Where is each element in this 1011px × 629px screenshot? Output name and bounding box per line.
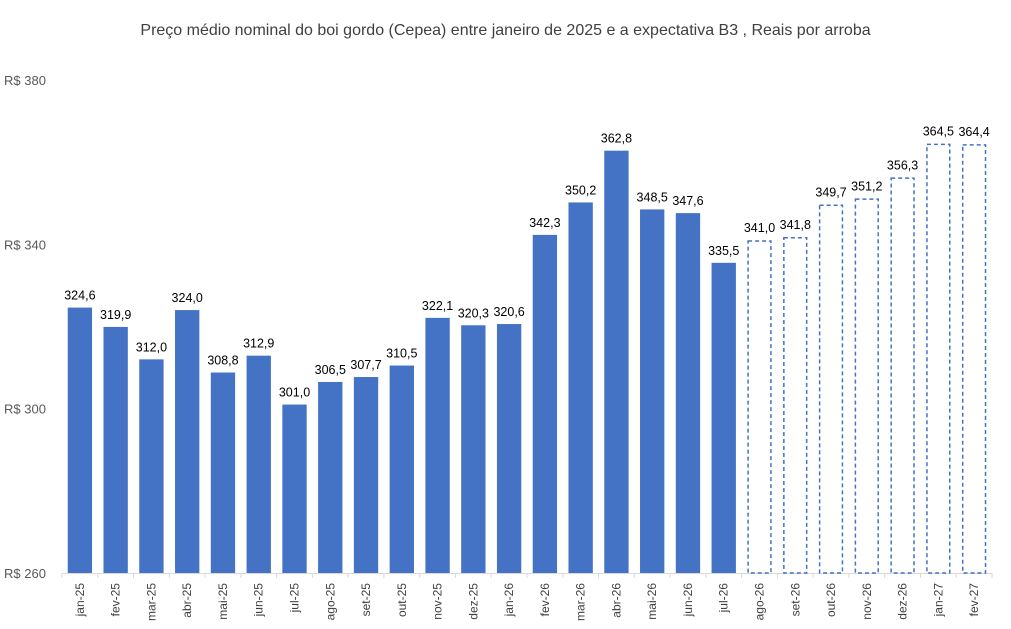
- x-tick-label: mai-26: [645, 583, 659, 620]
- x-tick-label: jul-25: [288, 583, 302, 614]
- data-label: 312,9: [243, 337, 274, 351]
- x-tick-label: ago-25: [323, 583, 337, 621]
- data-label: 341,0: [744, 221, 775, 235]
- data-label: 320,3: [458, 306, 489, 320]
- bar: [318, 381, 343, 573]
- bar: [568, 202, 593, 573]
- data-label: 322,1: [422, 299, 453, 313]
- y-tick-label: R$ 380: [4, 73, 46, 88]
- bar: [640, 209, 665, 573]
- bar: [604, 150, 629, 573]
- data-label: 341,8: [780, 218, 811, 232]
- x-tick-label: fev-25: [109, 583, 123, 617]
- data-label: 351,2: [851, 179, 882, 193]
- bar: [175, 310, 200, 573]
- data-label: 320,6: [493, 305, 524, 319]
- x-tick-label: jun-26: [681, 583, 695, 618]
- bar: [425, 317, 450, 573]
- data-label: 342,3: [529, 216, 560, 230]
- bar: [103, 326, 128, 573]
- bar: [210, 372, 236, 573]
- bar-forecast: [783, 236, 808, 574]
- data-label: 324,0: [172, 291, 203, 305]
- bar: [389, 365, 414, 573]
- x-tick-label: dez-26: [896, 583, 910, 620]
- data-label: 364,4: [958, 125, 989, 139]
- bar: [246, 355, 271, 573]
- data-label: 347,6: [672, 194, 703, 208]
- bar-forecast: [818, 204, 844, 574]
- data-label: 350,2: [565, 183, 596, 197]
- x-tick-label: fev-26: [538, 583, 552, 617]
- x-tick-label: jan-27: [931, 583, 945, 618]
- x-tick-label: abr-26: [609, 583, 623, 618]
- x-tick-label: fev-27: [967, 583, 981, 617]
- x-tick-label: mar-25: [144, 583, 158, 621]
- y-tick-label: R$ 340: [4, 237, 46, 252]
- y-tick-label: R$ 300: [4, 402, 46, 417]
- bar: [353, 377, 379, 573]
- bar-forecast: [890, 177, 915, 574]
- data-label: 308,8: [207, 354, 238, 368]
- bar: [67, 307, 93, 573]
- data-label: 310,5: [386, 347, 417, 361]
- bar: [139, 359, 164, 573]
- data-label: 319,9: [100, 308, 131, 322]
- data-label: 348,5: [637, 190, 668, 204]
- data-label: 356,3: [887, 158, 918, 172]
- x-tick-label: out-25: [395, 583, 409, 617]
- data-label: 312,0: [136, 340, 167, 354]
- x-tick-label: jun-25: [252, 583, 266, 618]
- data-label: 362,8: [601, 132, 632, 146]
- data-label: 307,7: [350, 358, 381, 372]
- x-tick-label: dez-25: [466, 583, 480, 620]
- data-label: 364,5: [923, 125, 954, 139]
- x-tick-label: out-26: [824, 583, 838, 617]
- x-tick-label: mai-25: [216, 583, 230, 620]
- x-tick-label: jul-26: [717, 583, 731, 614]
- chart-title: Preço médio nominal do boi gordo (Cepea)…: [140, 22, 871, 39]
- data-label: 301,0: [279, 386, 310, 400]
- x-tick-label: jan-25: [73, 583, 87, 618]
- bar-forecast: [926, 143, 951, 574]
- x-tick-label: nov-25: [431, 583, 445, 620]
- bar: [675, 213, 701, 574]
- data-label: 335,5: [708, 244, 739, 258]
- data-label: 324,6: [64, 289, 95, 303]
- x-tick-label: abr-25: [180, 583, 194, 618]
- x-tick-label: mar-26: [574, 583, 588, 621]
- x-tick-label: set-26: [788, 583, 802, 617]
- x-tick-label: ago-26: [753, 583, 767, 621]
- bar: [496, 324, 522, 573]
- bar: [282, 404, 307, 573]
- bar: [711, 262, 736, 573]
- x-tick-label: nov-26: [860, 583, 874, 620]
- data-label: 306,5: [315, 363, 346, 377]
- x-tick-label: jan-26: [502, 583, 516, 618]
- x-tick-label: set-25: [359, 583, 373, 617]
- bar: [461, 325, 486, 573]
- bar: [532, 234, 558, 574]
- bar-forecast: [961, 144, 987, 574]
- bar-forecast: [854, 198, 879, 574]
- bar-forecast: [747, 240, 772, 574]
- y-tick-label: R$ 260: [4, 566, 46, 581]
- data-label: 349,7: [815, 185, 846, 199]
